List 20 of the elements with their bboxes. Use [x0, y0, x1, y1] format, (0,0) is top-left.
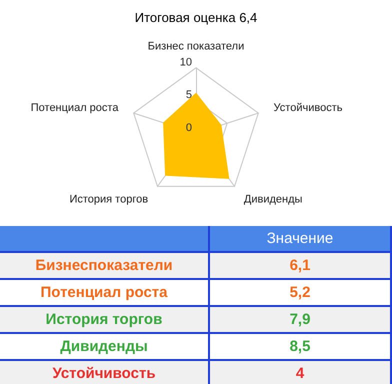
y-tick-label: 5: [186, 89, 192, 102]
spoke-label: Устойчивость: [274, 102, 343, 114]
text: История торгов: [0, 306, 209, 333]
text: 8,5: [209, 333, 391, 360]
text: Дивиденды: [0, 333, 209, 360]
text: 6,1: [209, 252, 391, 279]
spoke-label: Потенциал роста: [30, 102, 120, 114]
spoke-label: Дивиденды: [244, 193, 303, 206]
text: Устойчивость: [0, 360, 209, 384]
y-tick-label: 10: [180, 56, 192, 68]
text: 7,9: [209, 306, 391, 333]
spoke-label: Бизнес показатели: [148, 40, 244, 52]
spoke-label: История торгов: [69, 193, 148, 206]
text: 5,2: [209, 279, 391, 306]
text: Значение: [209, 226, 391, 252]
text: Бизнеспоказатели: [0, 252, 209, 279]
y-tick-label: 0: [186, 122, 192, 134]
chart-title: Итоговая оценка 6,4: [134, 10, 258, 25]
text: 4: [209, 360, 391, 384]
text: Потенциал роста: [0, 279, 209, 306]
